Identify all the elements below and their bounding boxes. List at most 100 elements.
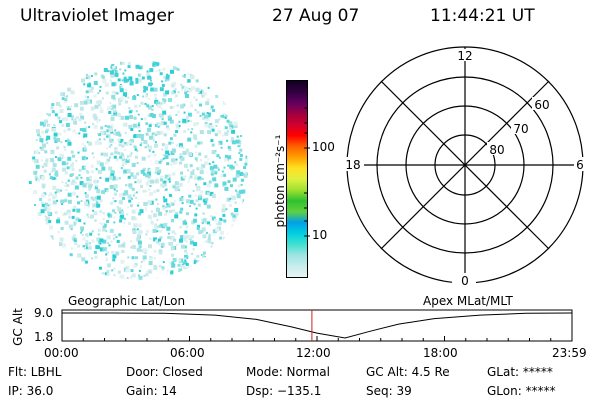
uv-pixel bbox=[170, 246, 175, 251]
uv-pixel bbox=[121, 152, 123, 154]
uv-pixel bbox=[56, 219, 61, 224]
uv-pixel bbox=[237, 142, 241, 146]
uv-pixel bbox=[84, 201, 88, 206]
uv-pixel bbox=[40, 159, 43, 162]
uv-pixel bbox=[166, 127, 170, 131]
uv-pixel bbox=[174, 232, 177, 235]
uv-pixel bbox=[118, 102, 122, 106]
uv-pixel bbox=[105, 253, 108, 256]
uv-pixel bbox=[194, 109, 197, 111]
uv-pixel bbox=[159, 236, 163, 240]
uv-pixel bbox=[211, 128, 215, 132]
uv-pixel bbox=[106, 125, 110, 129]
uv-pixel bbox=[170, 270, 174, 274]
uv-pixel bbox=[131, 163, 136, 167]
uv-pixel bbox=[79, 128, 83, 131]
uv-pixel bbox=[231, 195, 236, 200]
uv-pixel bbox=[37, 178, 40, 182]
uv-pixel bbox=[117, 270, 121, 274]
uv-pixel bbox=[199, 114, 202, 117]
uv-pixel bbox=[149, 68, 154, 73]
uv-pixel bbox=[101, 75, 105, 79]
uv-pixel bbox=[230, 212, 234, 216]
uv-pixel bbox=[156, 230, 159, 233]
uv-pixel bbox=[193, 96, 196, 99]
uv-pixel bbox=[150, 218, 153, 221]
uv-pixel bbox=[99, 109, 104, 114]
uv-pixel bbox=[154, 225, 158, 229]
uv-pixel bbox=[53, 124, 56, 127]
uv-pixel bbox=[127, 256, 130, 259]
uv-pixel bbox=[163, 198, 168, 203]
uv-pixel bbox=[35, 139, 38, 142]
uv-pixel bbox=[111, 141, 114, 144]
uv-pixel bbox=[245, 158, 248, 163]
uv-pixel bbox=[80, 115, 85, 120]
uv-pixel bbox=[113, 200, 116, 203]
uv-pixel bbox=[65, 123, 70, 127]
uv-pixel bbox=[196, 254, 200, 258]
uv-pixel bbox=[224, 131, 229, 136]
uv-pixel bbox=[83, 147, 87, 151]
uv-pixel bbox=[94, 104, 99, 109]
uv-pixel bbox=[193, 260, 198, 264]
uv-pixel bbox=[142, 95, 145, 98]
uv-pixel bbox=[78, 168, 82, 172]
uv-pixel bbox=[115, 158, 119, 162]
uv-pixel bbox=[172, 230, 175, 233]
uv-pixel bbox=[60, 199, 65, 204]
uv-pixel bbox=[86, 213, 89, 216]
uv-pixel bbox=[188, 178, 190, 181]
uv-pixel bbox=[113, 192, 117, 196]
uv-pixel bbox=[217, 221, 222, 226]
uv-pixel bbox=[221, 114, 225, 118]
uv-pixel bbox=[112, 258, 116, 262]
uv-pixel bbox=[201, 112, 205, 116]
uv-pixel bbox=[71, 168, 75, 171]
uv-pixel bbox=[167, 177, 171, 181]
uv-pixel bbox=[41, 203, 45, 207]
uv-pixel bbox=[234, 201, 237, 204]
uv-pixel bbox=[151, 108, 154, 111]
alt-y-tick-min: 1.8 bbox=[34, 330, 54, 344]
uv-pixel bbox=[117, 151, 121, 155]
altitude-curve bbox=[62, 312, 573, 339]
uv-pixel bbox=[101, 190, 106, 195]
uv-pixel bbox=[175, 144, 178, 147]
uv-pixel bbox=[48, 194, 50, 197]
uv-pixel bbox=[195, 199, 199, 203]
uv-pixel bbox=[106, 269, 110, 273]
uv-pixel bbox=[134, 148, 137, 151]
uv-pixel bbox=[60, 227, 64, 230]
uv-pixel bbox=[201, 227, 206, 232]
uv-pixel bbox=[57, 231, 60, 234]
uv-pixel bbox=[114, 129, 117, 132]
uv-pixel bbox=[137, 78, 142, 83]
uv-pixel bbox=[229, 164, 234, 169]
uv-pixel bbox=[163, 223, 168, 227]
uv-pixel bbox=[127, 183, 130, 186]
uv-pixel bbox=[125, 115, 129, 120]
uv-pixel bbox=[169, 114, 172, 117]
uv-pixel bbox=[193, 218, 197, 223]
uv-pixel bbox=[141, 76, 145, 80]
uv-pixel bbox=[175, 113, 178, 116]
uv-pixel bbox=[88, 141, 93, 146]
uv-pixel bbox=[65, 189, 68, 192]
uv-pixel bbox=[54, 191, 57, 194]
uv-pixel bbox=[163, 76, 166, 79]
uv-pixel bbox=[105, 91, 109, 95]
uv-pixel bbox=[148, 261, 153, 266]
uv-pixel bbox=[152, 213, 157, 218]
uv-pixel bbox=[182, 198, 185, 201]
uv-pixel bbox=[96, 201, 99, 204]
uv-pixel bbox=[147, 127, 151, 132]
uv-pixel bbox=[153, 190, 157, 194]
uv-pixel bbox=[149, 135, 153, 140]
uv-pixel bbox=[183, 266, 187, 270]
uv-pixel bbox=[219, 217, 223, 221]
uv-pixel bbox=[130, 269, 134, 273]
uv-pixel bbox=[115, 251, 120, 256]
uv-pixel bbox=[134, 192, 136, 195]
uv-pixel bbox=[57, 157, 62, 162]
